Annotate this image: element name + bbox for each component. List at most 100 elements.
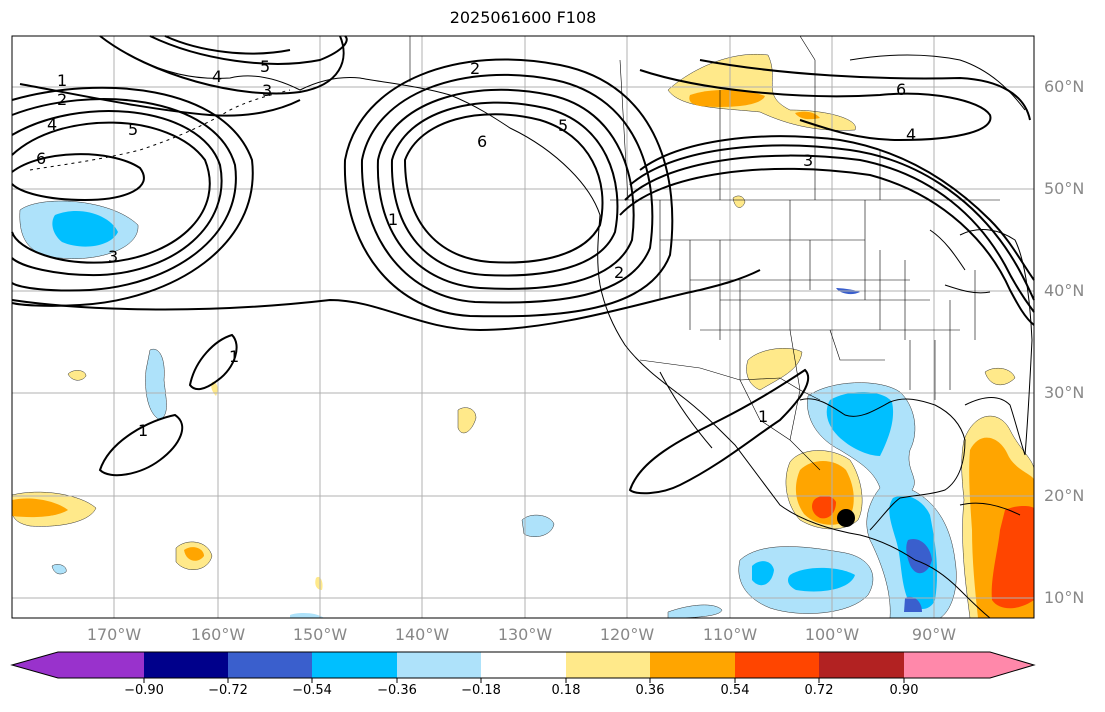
- shade-deep-sky-blue: [788, 567, 855, 592]
- contour-label: 1: [138, 421, 148, 440]
- shade-light-blue: [290, 613, 324, 618]
- contour-bering: [149, 35, 348, 65]
- contour-hawaii-n-1: [188, 333, 238, 391]
- colorbar-max-extend: [990, 652, 1034, 678]
- shade-yellow: [315, 576, 323, 590]
- gulf-coast: [799, 398, 966, 531]
- lat-label: 10°N: [1044, 588, 1085, 607]
- colorbar-segment: [144, 652, 228, 678]
- shade-yellow: [67, 370, 87, 381]
- contour-label: 4: [906, 125, 916, 144]
- lon-label: 140°W: [394, 625, 450, 644]
- contour-inner-6: [11, 153, 145, 202]
- colorbar-segment: [819, 652, 904, 678]
- colorbar-tick-label: 0.72: [804, 683, 834, 698]
- baja: [659, 371, 713, 449]
- contour-pacific-low: [11, 98, 237, 292]
- contour-label: 5: [260, 57, 270, 76]
- map-title: 2025061600 F108: [449, 8, 597, 27]
- shade-deep-sky-blue: [752, 561, 774, 586]
- shade-orange: [689, 89, 765, 107]
- contour-label: 1: [57, 71, 67, 90]
- contour-label: 6: [896, 80, 906, 99]
- lon-label: 150°W: [292, 625, 348, 644]
- lon-label: 160°W: [190, 625, 246, 644]
- cuba: [959, 502, 1021, 516]
- contour-label: 1: [229, 347, 239, 366]
- colorbar-segment: [312, 652, 397, 678]
- contour-label: 2: [470, 59, 480, 78]
- contour-bering: [19, 83, 301, 117]
- colorbar-segment: [650, 652, 735, 678]
- contour-label: 6: [477, 132, 487, 151]
- colorbar-tick-label: −0.54: [292, 683, 332, 698]
- colorbar-segment: [228, 652, 312, 678]
- contour-gulf-high: [390, 101, 619, 277]
- shade-yellow: [984, 367, 1016, 385]
- east-coast: [959, 229, 1033, 456]
- contour-labels: 1 2 5 4 6 3 4 5 3 2 5 6 1 2 3 6 4 1 1 1: [36, 57, 916, 440]
- political-borders: [409, 35, 1000, 471]
- colorbar-outline: [10, 651, 1036, 679]
- shade-orange-red: [812, 495, 836, 519]
- contour-label: 2: [57, 90, 67, 109]
- colorbar-tick-label: 0.18: [551, 683, 581, 698]
- contour-band-2: [11, 269, 761, 332]
- shade-light-blue: [51, 564, 67, 575]
- colorbar-tick-label: −0.36: [377, 683, 417, 698]
- shade-yellow: [746, 348, 803, 391]
- contour-canada-north: [639, 69, 992, 142]
- colorbar: [10, 651, 1036, 683]
- contour-mexico-1: [628, 368, 810, 495]
- shade-orange-red: [991, 505, 1034, 609]
- contour-bering: [164, 35, 291, 55]
- contour-hawaii-1: [98, 413, 184, 477]
- contour-label: 5: [128, 120, 138, 139]
- lat-label: 30°N: [1044, 383, 1085, 402]
- colorbar-tick-label: −0.18: [461, 683, 501, 698]
- shade-orange: [12, 498, 68, 518]
- central-america: [914, 559, 991, 619]
- lon-label: 100°W: [804, 625, 860, 644]
- colorbar-tick-label: −0.90: [124, 683, 164, 698]
- map-frame: [11, 35, 1035, 619]
- contour-gulf-high: [376, 88, 635, 290]
- contour-label: 4: [47, 115, 57, 134]
- province-borders: [619, 35, 881, 201]
- shade-deep-sky-blue: [826, 391, 894, 456]
- colorbar-tick-label: 0.36: [635, 683, 665, 698]
- lat-label: 20°N: [1044, 486, 1085, 505]
- colorbar-tick-label: 0.54: [720, 683, 750, 698]
- contour-label: 3: [262, 81, 272, 100]
- gridlines: [12, 36, 1034, 618]
- contour-label: 6: [36, 149, 46, 168]
- contour-label: 3: [803, 151, 813, 170]
- colorbar-segment: [397, 652, 481, 678]
- florida: [964, 397, 1026, 456]
- shade-light-blue: [521, 514, 555, 537]
- shade-royal-blue: [904, 596, 922, 612]
- contour-label: 5: [558, 116, 568, 135]
- lat-label: 60°N: [1044, 77, 1085, 96]
- colorbar-segment: [566, 652, 650, 678]
- contour-canada-high: [639, 135, 1035, 281]
- lon-label: 120°W: [599, 625, 655, 644]
- contour-label: 4: [212, 67, 222, 86]
- colorbar-segment: [58, 652, 144, 678]
- shade-yellow: [211, 381, 218, 396]
- colorbar-segment: [735, 652, 819, 678]
- colorbar-tick-label: −0.72: [208, 683, 248, 698]
- lat-label: 40°N: [1044, 281, 1085, 300]
- contour-gulf-high: [360, 73, 654, 304]
- great-lakes: [929, 229, 991, 294]
- shade-orange: [795, 461, 854, 525]
- contour-pacific-low: [11, 121, 211, 264]
- contours: [11, 35, 1035, 495]
- contour-gulf-high: [343, 58, 674, 318]
- contour-canada-high: [624, 154, 1035, 313]
- contour-pacific-low: [11, 110, 223, 277]
- shade-light-blue: [145, 348, 167, 421]
- contour-canada-high: [629, 144, 1035, 301]
- contour-gulf-high: [403, 113, 604, 264]
